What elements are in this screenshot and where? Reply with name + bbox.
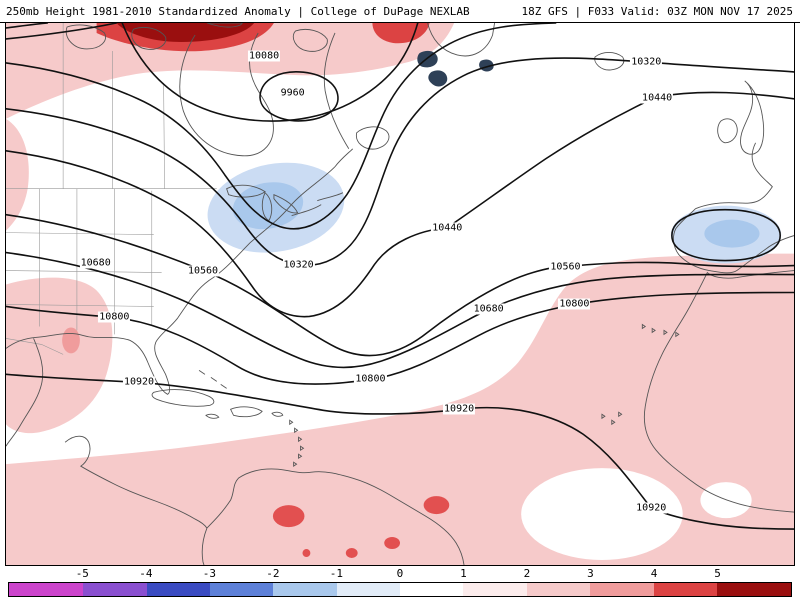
colorbar-segment — [83, 583, 147, 596]
colorbar-segment — [400, 583, 464, 596]
arctic-islands-coastline — [65, 23, 495, 57]
titlebar: 250mb Height 1981-2010 Standardized Anom… — [0, 0, 800, 23]
colorbar-tick-label: 1 — [460, 567, 467, 580]
contour-line-10320 — [6, 57, 794, 267]
contour-line-10440 — [6, 91, 794, 318]
great-lakes-coastline — [226, 184, 344, 222]
contour-label: 10680 — [79, 257, 112, 269]
northern-lakes — [417, 50, 494, 87]
colorbar-legend: -5 -4 -3 -2 -1 0 1 2 3 4 5 — [0, 566, 800, 600]
positive-anomaly-blob — [272, 505, 305, 528]
colorbar-segment — [653, 583, 717, 596]
contour-label: 10080 — [248, 50, 281, 62]
strong-positive-anomaly-region — [372, 23, 430, 44]
colorbar-tick-label: -4 — [139, 567, 153, 580]
colorbar-tick-label: 3 — [587, 567, 594, 580]
contour-line-10080 — [121, 23, 419, 122]
colorbar-tick-label: 0 — [396, 567, 404, 580]
contour-line-iberia-closed-low — [671, 208, 781, 262]
colorbar-segment — [209, 583, 274, 596]
contour-label: 10920 — [635, 502, 668, 514]
positive-anomaly-blob — [345, 548, 358, 559]
colorbar-segment — [463, 583, 527, 596]
contour-line-10680 — [6, 251, 794, 369]
colorbar-segment — [590, 583, 654, 596]
positive-anomaly-blob — [302, 549, 311, 558]
colorbar-tick-label: -5 — [75, 567, 89, 580]
labrador-newfoundland-coastline — [323, 32, 390, 168]
colorbar — [8, 582, 792, 597]
product-title: 250mb Height 1981-2010 Standardized Anom… — [6, 4, 470, 18]
contour-label: 10320 — [630, 56, 663, 68]
africa-west-coastline — [643, 270, 794, 513]
caribbean-islands-coastline — [151, 369, 305, 468]
map-canvas — [6, 23, 794, 565]
contour-label: 10800 — [354, 373, 387, 385]
positive-anomaly-region — [6, 277, 113, 434]
colorbar-segment — [146, 583, 210, 596]
colorbar-tick-row: -5 -4 -3 -2 -1 0 1 2 3 4 5 — [0, 567, 800, 581]
contour-label: 10560 — [549, 261, 582, 273]
north-america-east-coastline — [6, 166, 336, 529]
positive-anomaly-blob — [423, 496, 450, 515]
colorbar-tick-label: -1 — [329, 567, 344, 580]
colorbar-segment — [9, 583, 84, 596]
neutral-region — [521, 468, 683, 561]
colorbar-segment — [716, 583, 792, 596]
iberia-france-coastline — [673, 142, 794, 274]
south-america-coastline — [201, 468, 465, 565]
colorbar-tick-label: 5 — [714, 567, 721, 580]
contour-line-9960 — [6, 23, 49, 29]
colorbar-segment — [273, 583, 337, 596]
positive-anomaly-region — [6, 23, 455, 119]
hudson-bay-coastline — [179, 32, 274, 157]
colorbar-tick-label: 2 — [523, 567, 531, 580]
contour-line-9960 — [259, 71, 339, 122]
contour-label: 10680 — [472, 303, 505, 315]
contour-label: 10320 — [282, 259, 315, 271]
uk-ireland-coastline — [717, 80, 765, 155]
contour-label: 10560 — [186, 265, 220, 277]
model-run-info: 18Z GFS | F033 Valid: 03Z MON NOV 17 202… — [521, 4, 793, 18]
contour-label: 10800 — [98, 311, 131, 323]
colorbar-tick-label: 4 — [650, 567, 658, 580]
contour-label: 9960 — [279, 87, 306, 99]
positive-anomaly-blob — [384, 537, 400, 550]
contour-line-10200 — [6, 23, 557, 230]
anomaly-map: 10080 9960 10320 10440 10440 10320 10560 10560 1… — [5, 23, 795, 566]
contour-label: 10920 — [443, 403, 476, 415]
negative-anomaly-core-great-lakes — [232, 182, 304, 230]
colorbar-segment — [526, 583, 591, 596]
contour-label: 10440 — [641, 92, 674, 104]
colorbar-segment — [336, 583, 401, 596]
coastlines — [6, 23, 794, 565]
colorbar-tick-label: -2 — [266, 567, 280, 580]
contour-label: 10440 — [431, 222, 464, 234]
positive-anomaly-region — [6, 118, 29, 231]
negative-anomaly-core-iberia — [704, 219, 760, 248]
atlantic-island-dots — [601, 323, 680, 426]
iceland-coastline — [594, 51, 625, 71]
colorbar-tick-label: -3 — [202, 567, 216, 580]
positive-anomaly-patch — [62, 327, 80, 354]
contour-label: 10800 — [558, 298, 591, 310]
contour-label: 10920 — [122, 376, 156, 388]
contour-line-10080 — [6, 23, 118, 40]
